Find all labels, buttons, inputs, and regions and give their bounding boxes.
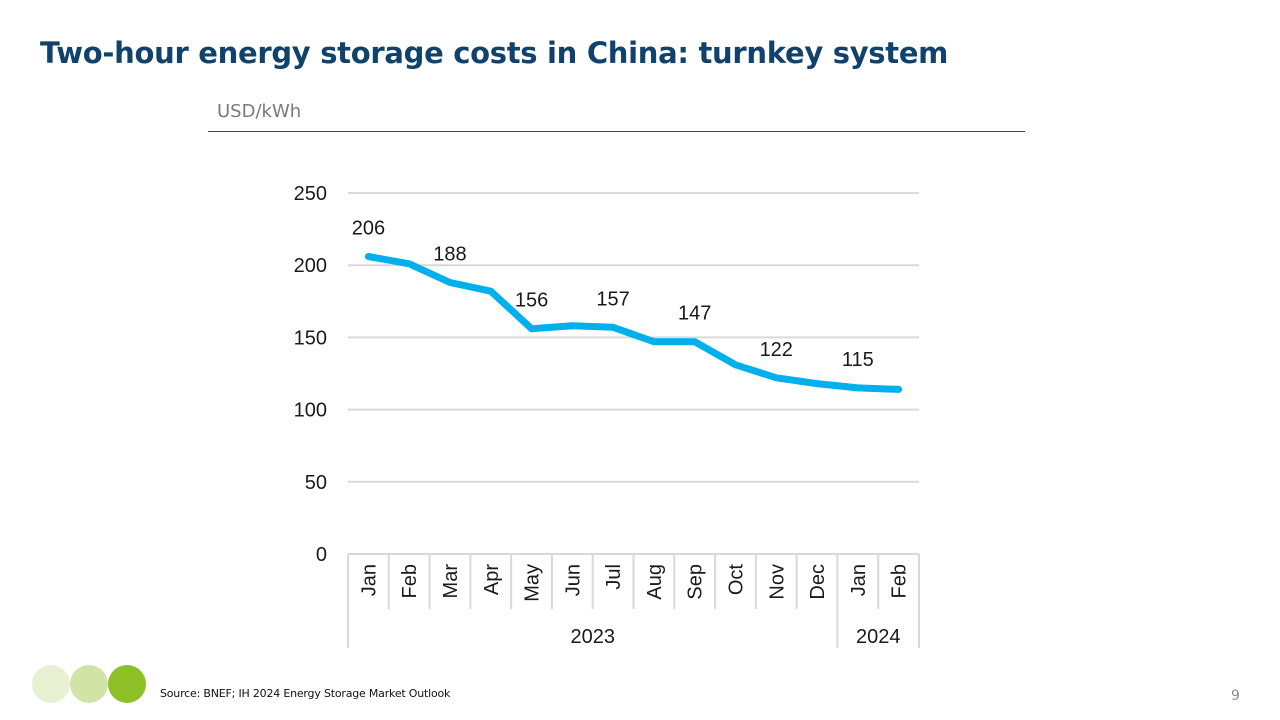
x-category-label: Jul xyxy=(603,564,625,590)
x-year-group-label: 2023 xyxy=(570,626,615,648)
x-year-group-label: 2024 xyxy=(856,626,901,648)
data-label: 156 xyxy=(515,290,548,312)
data-label: 122 xyxy=(760,339,793,361)
page-number: 9 xyxy=(1231,688,1240,704)
x-category-label: May xyxy=(522,564,544,602)
series-line xyxy=(364,253,903,393)
y-tick-label: 250 xyxy=(294,183,327,205)
decorative-dot-2 xyxy=(70,665,108,703)
x-category-label: Sep xyxy=(685,564,707,600)
decorative-dot-1 xyxy=(32,665,70,703)
data-label: 188 xyxy=(433,244,466,266)
x-category-label: Mar xyxy=(440,564,462,599)
decorative-dot-3 xyxy=(108,665,146,703)
x-category-label: Nov xyxy=(766,564,788,600)
x-category-label: Jan xyxy=(358,564,380,596)
unit-rule-divider xyxy=(208,131,1025,132)
data-label: 147 xyxy=(678,303,711,325)
y-tick-label: 200 xyxy=(294,255,327,277)
x-category-label: Jan xyxy=(848,564,870,596)
x-category-label: Feb xyxy=(889,564,911,598)
y-tick-label: 0 xyxy=(316,544,327,566)
y-tick-label: 100 xyxy=(294,400,327,422)
y-tick-label: 50 xyxy=(305,472,327,494)
y-tick-label: 150 xyxy=(294,327,327,349)
slide-title: Two-hour energy storage costs in China: … xyxy=(40,36,949,70)
x-category-label: Dec xyxy=(807,564,829,600)
unit-label: USD/kWh xyxy=(217,101,302,122)
x-category-label: Oct xyxy=(725,564,747,596)
x-category-label: Feb xyxy=(399,564,421,598)
data-label: 157 xyxy=(596,288,629,310)
source-note: Source: BNEF; IH 2024 Energy Storage Mar… xyxy=(160,687,451,700)
x-category-label: Apr xyxy=(481,564,503,595)
x-category-label: Jun xyxy=(562,564,584,596)
data-label: 115 xyxy=(842,349,874,371)
data-label: 206 xyxy=(352,218,385,240)
x-category-label: Aug xyxy=(644,564,666,600)
